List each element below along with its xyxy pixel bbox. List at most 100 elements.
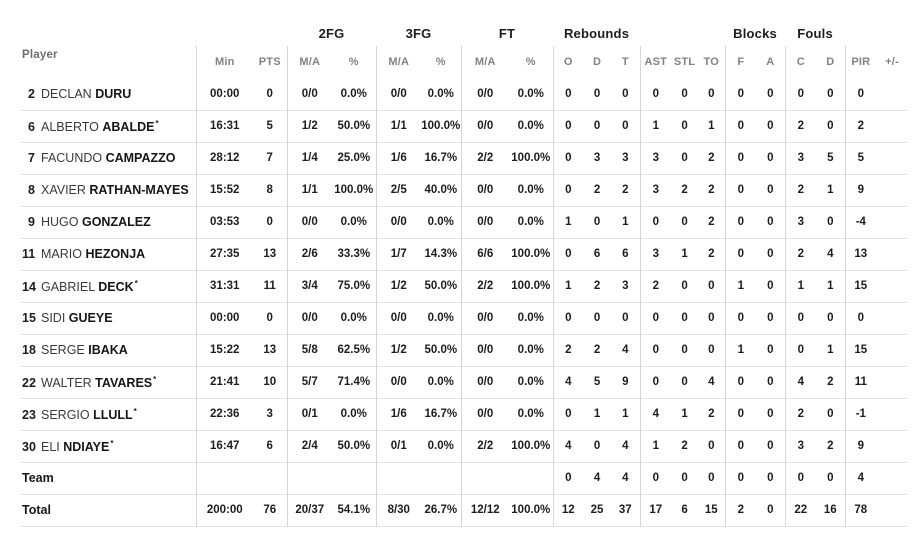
player-first-name: ELI — [41, 439, 64, 454]
cell-plus-minus — [876, 238, 908, 270]
player-number: 11 — [22, 247, 36, 261]
cell-ft-made-attempted: 0/0 — [460, 110, 510, 142]
player-last-name: CAMPAZZO — [105, 151, 176, 165]
cell-ft-made-attempted: 0/0 — [460, 398, 510, 430]
cell-blocks-favor: 0 — [724, 78, 757, 110]
cell-assists: 1 — [639, 110, 672, 142]
cell-fouls-committed: 0 — [784, 302, 817, 334]
table-header: 2FG 3FG FT Rebounds Blocks Fouls Player … — [20, 20, 908, 78]
cell-2fg-percent: 25.0% — [337, 152, 371, 164]
cell-turnovers: 0 — [708, 440, 715, 452]
cell-rebounds-defensive: 25 — [590, 504, 604, 516]
cell-pir: 0 — [844, 78, 877, 110]
cell-plus-minus — [876, 302, 908, 334]
cell-rebounds-total: 1 — [622, 408, 629, 420]
player-row: 7 FACUNDO CAMPAZZO 28:12 7 1/4 25.0% 1/6 16.7% 2… — [20, 142, 909, 174]
cell-steals: 6 — [681, 504, 688, 516]
cell-blocks-against: 0 — [767, 248, 774, 260]
cell-rebounds-defensive: 3 — [593, 152, 601, 164]
column-header-row: Player Min PTS M/A % M/A % M/A % O D T A… — [20, 46, 908, 78]
cell-plus-minus — [876, 78, 908, 110]
cell-2fg-percent: 54.1% — [337, 504, 371, 516]
cell-fouls-committed: 3 — [784, 142, 817, 174]
column-header-reb-offensive: O — [552, 46, 584, 78]
column-header-3fg-pct: % — [435, 56, 446, 68]
cell-fouls-committed: 4 — [784, 366, 817, 398]
cell-2fg-made-attempted: 1/2 — [286, 110, 332, 142]
cell-fouls-committed: 0 — [784, 334, 817, 366]
cell-ft-percent: 0.0% — [517, 408, 544, 420]
cell-ft-percent: 0.0% — [517, 184, 544, 196]
cell-rebounds-defensive: 0 — [593, 87, 601, 100]
cell-3fg-made-attempted: 1/1 — [375, 110, 422, 142]
group-header-fouls: Fouls — [797, 25, 833, 41]
cell-3fg-percent: 26.7% — [424, 504, 458, 516]
cell-2fg-made-attempted: 1/4 — [286, 142, 332, 174]
player-number: 9 — [28, 215, 35, 229]
player-last-name: GUEYE — [68, 311, 113, 325]
cell-2fg-percent — [332, 462, 376, 494]
starter-mark: * — [110, 438, 114, 448]
player-row: 2 DECLAN DURU 00:00 0 0/0 0.0% 0/0 0.0% 0/0 0.0% 0… — [20, 78, 909, 110]
column-header-ft-ma: M/A — [460, 46, 510, 78]
column-header-turnovers: TO — [703, 56, 720, 68]
cell-blocks-against: 0 — [767, 312, 774, 324]
cell-rebounds-total: 0 — [622, 312, 629, 324]
cell-3fg-made-attempted: 0/0 — [375, 206, 422, 238]
cell-blocks-against: 0 — [767, 87, 774, 100]
cell-ft-made-attempted: 0/0 — [460, 302, 510, 334]
cell-2fg-made-attempted: 2/6 — [286, 238, 332, 270]
cell-2fg-percent: 0.0% — [340, 312, 367, 324]
cell-3fg-percent — [421, 462, 461, 494]
cell-2fg-made-attempted: 2/4 — [286, 430, 332, 462]
cell-minutes: 03:53 — [195, 206, 253, 238]
player-first-name: DECLAN — [41, 86, 96, 101]
cell-points: 11 — [263, 280, 276, 292]
cell-2fg-made-attempted: 0/0 — [286, 206, 332, 238]
cell-blocks-favor: 0 — [724, 462, 757, 494]
column-header-3fg-ma: M/A — [375, 46, 422, 78]
column-header-fouls-drawn: D — [826, 56, 835, 68]
cell-pir: -4 — [844, 206, 877, 238]
cell-2fg-percent: 75.0% — [337, 280, 371, 292]
cell-ft-made-attempted: 0/0 — [460, 366, 510, 398]
cell-blocks-against: 0 — [767, 376, 774, 388]
starter-mark: * — [153, 374, 157, 384]
cell-rebounds-defensive: 0 — [593, 216, 601, 228]
cell-3fg-percent: 50.0% — [424, 344, 458, 356]
cell-3fg-made-attempted: 0/1 — [375, 430, 422, 462]
cell-steals: 0 — [681, 120, 688, 132]
player-number: 6 — [28, 119, 35, 134]
cell-assists: 2 — [639, 270, 672, 302]
cell-ft-percent: 0.0% — [517, 376, 544, 388]
player-row: 18 SERGE IBAKA 15:22 13 5/8 62.5% 1/2 50.0% 0/0 0… — [20, 334, 909, 366]
cell-ft-percent: 100.0% — [511, 152, 551, 164]
team-row: Team 0 4 4 0 0 0 0 0 0 0 4 — [20, 462, 909, 494]
cell-minutes: 00:00 — [195, 78, 253, 110]
cell-3fg-percent: 100.0% — [421, 120, 461, 132]
cell-blocks-against: 0 — [767, 472, 774, 484]
cell-steals: 0 — [681, 472, 688, 484]
player-last-name: GONZALEZ — [81, 215, 151, 229]
player-last-name: LLULL — [93, 407, 133, 422]
cell-3fg-percent: 0.0% — [427, 376, 454, 388]
cell-fouls-committed: 2 — [784, 174, 817, 206]
cell-3fg-made-attempted: 1/7 — [375, 238, 422, 270]
cell-blocks-against: 0 — [767, 504, 774, 516]
player-last-name: DURU — [95, 86, 132, 101]
cell-points: 76 — [263, 504, 277, 516]
cell-player-name: 14 GABRIEL DECK* — [20, 270, 196, 302]
cell-fouls-drawn: 4 — [827, 248, 834, 260]
cell-minutes: 15:22 — [195, 334, 253, 366]
group-header-row: 2FG 3FG FT Rebounds Blocks Fouls — [20, 20, 908, 46]
cell-plus-minus — [876, 142, 908, 174]
cell-blocks-against: 0 — [767, 184, 774, 196]
player-last-name: TAVARES — [95, 375, 153, 390]
player-last-name: DECK — [98, 279, 134, 294]
starter-mark: * — [133, 406, 137, 416]
cell-rebounds-defensive: 0 — [593, 120, 601, 132]
cell-3fg-made-attempted: 0/0 — [375, 78, 422, 110]
cell-2fg-percent: 33.3% — [337, 248, 371, 260]
group-header-spacer — [845, 20, 908, 46]
